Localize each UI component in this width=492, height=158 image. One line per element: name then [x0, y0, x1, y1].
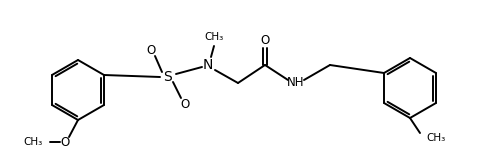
- Text: O: O: [147, 43, 155, 57]
- Text: CH₃: CH₃: [204, 32, 224, 42]
- Text: CH₃: CH₃: [24, 137, 43, 147]
- Text: O: O: [61, 136, 70, 149]
- Text: NH: NH: [287, 76, 305, 89]
- Text: N: N: [203, 58, 213, 72]
- Text: S: S: [164, 70, 172, 84]
- Text: CH₃: CH₃: [426, 133, 445, 143]
- Text: O: O: [181, 97, 189, 110]
- Text: O: O: [260, 33, 270, 46]
